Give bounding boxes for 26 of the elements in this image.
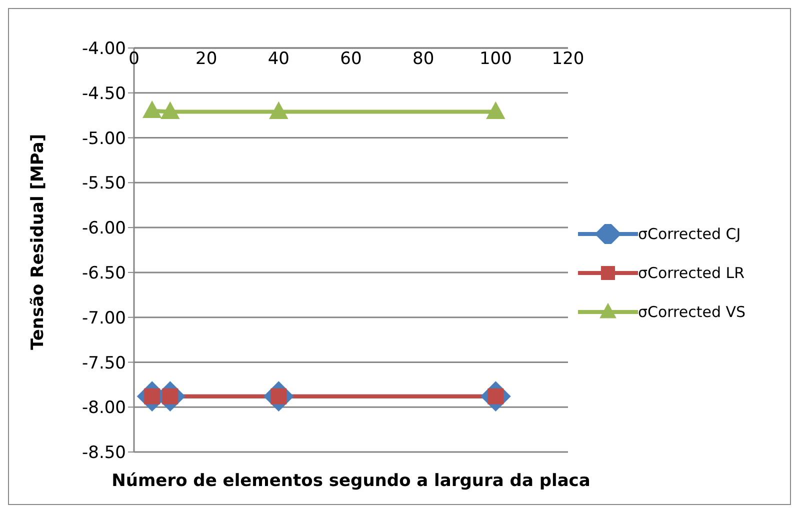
- x-tick-label: 80: [412, 49, 434, 69]
- point: [269, 101, 288, 119]
- y-tick-label: -4.50: [82, 84, 126, 104]
- x-tick-label: 40: [268, 49, 290, 69]
- y-tick-label: -4.00: [82, 39, 126, 60]
- legend-label: σCorrected VS: [638, 302, 746, 320]
- point: [486, 101, 506, 119]
- y-tick-label: -7.50: [82, 353, 126, 374]
- y-axis-title: Tensão Residual [MPa]: [28, 134, 48, 350]
- y-tick-label: -7.00: [82, 308, 126, 328]
- x-axis-title: Número de elementos segundo a largura da placa: [112, 471, 590, 491]
- x-tick-label: 20: [196, 49, 218, 69]
- y-tick-label: -8.00: [82, 398, 126, 418]
- x-tick-label: 60: [340, 49, 362, 69]
- y-tick-label: -5.50: [82, 174, 126, 194]
- y-tick-label: -6.00: [82, 218, 126, 239]
- x-tick-label: 120: [552, 49, 584, 69]
- x-tick-label: 100: [479, 49, 512, 69]
- legend-label: σCorrected LR: [638, 264, 745, 282]
- y-tick-label: -6.50: [82, 263, 126, 284]
- legend-label: σCorrected CJ: [638, 224, 741, 242]
- point: [142, 100, 162, 118]
- point: [160, 101, 180, 119]
- y-tick-label: -5.00: [82, 128, 126, 149]
- y-tick-label: -8.50: [82, 443, 126, 464]
- x-tick-label: 0: [128, 49, 140, 69]
